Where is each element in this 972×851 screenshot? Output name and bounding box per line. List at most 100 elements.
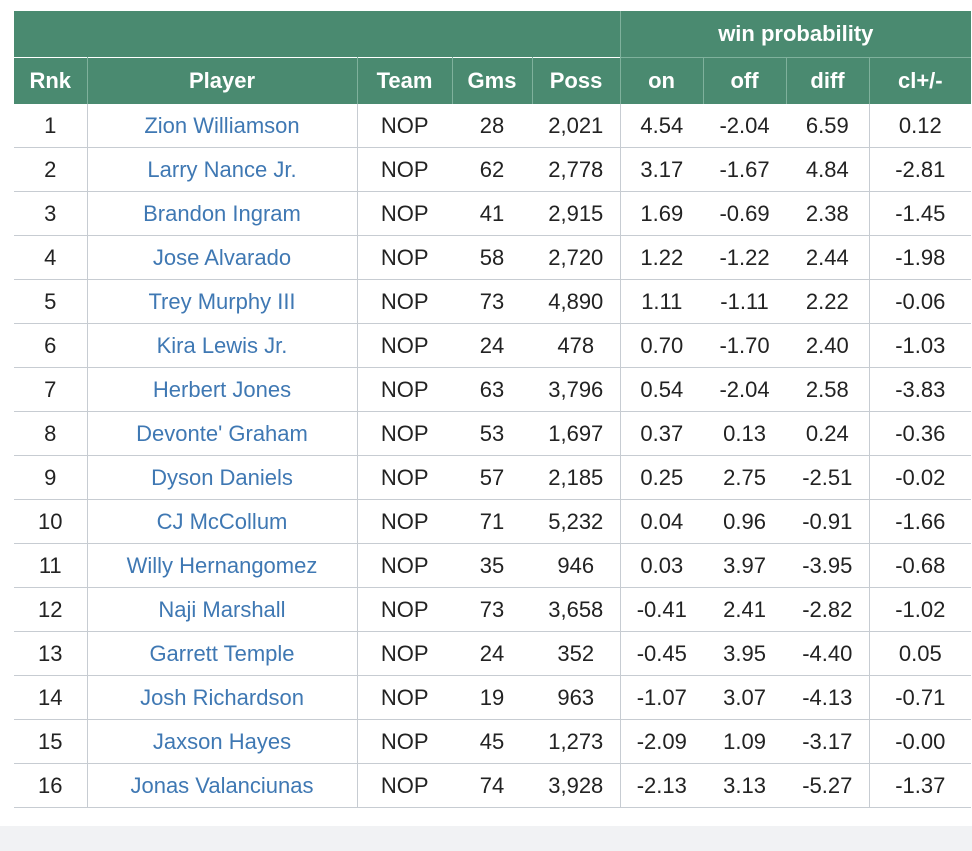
- clutch-plus-minus-cell: -1.37: [869, 763, 972, 808]
- games-cell: 19: [452, 675, 532, 720]
- off-cell: 3.13: [703, 763, 787, 808]
- clutch-plus-minus-cell: -1.98: [869, 235, 972, 280]
- team-cell: NOP: [357, 323, 452, 368]
- possessions-cell: 352: [532, 631, 621, 676]
- games-cell: 24: [452, 631, 532, 676]
- possessions-cell: 478: [532, 323, 621, 368]
- rank-cell: 6: [14, 323, 88, 368]
- games-cell: 62: [452, 147, 532, 192]
- off-cell: -2.04: [703, 104, 787, 148]
- table-row: 9 Dyson Daniels NOP 57 2,185 0.25 2.75 -…: [14, 455, 972, 500]
- off-cell: -1.67: [703, 147, 787, 192]
- player-link[interactable]: Willy Hernangomez: [87, 543, 358, 588]
- games-cell: 41: [452, 191, 532, 236]
- table-row: 6 Kira Lewis Jr. NOP 24 478 0.70 -1.70 2…: [14, 323, 972, 368]
- clutch-plus-minus-cell: -0.00: [869, 719, 972, 764]
- team-cell: NOP: [357, 147, 452, 192]
- possessions-cell: 4,890: [532, 279, 621, 324]
- on-cell: -2.13: [620, 763, 704, 808]
- player-link[interactable]: Jonas Valanciunas: [87, 763, 358, 808]
- player-link[interactable]: Larry Nance Jr.: [87, 147, 358, 192]
- rank-cell: 10: [14, 499, 88, 544]
- on-cell: -2.09: [620, 719, 704, 764]
- rank-cell: 16: [14, 763, 88, 808]
- player-link[interactable]: Herbert Jones: [87, 367, 358, 412]
- clutch-plus-minus-cell: 0.05: [869, 631, 972, 676]
- rank-cell: 9: [14, 455, 88, 500]
- team-cell: NOP: [357, 675, 452, 720]
- team-cell: NOP: [357, 631, 452, 676]
- column-header-on[interactable]: on: [620, 57, 704, 104]
- team-cell: NOP: [357, 455, 452, 500]
- table-row: 15 Jaxson Hayes NOP 45 1,273 -2.09 1.09 …: [14, 719, 972, 764]
- on-cell: 0.70: [620, 323, 704, 368]
- player-link[interactable]: Kira Lewis Jr.: [87, 323, 358, 368]
- on-cell: 0.54: [620, 367, 704, 412]
- player-link[interactable]: Zion Williamson: [87, 104, 358, 148]
- rank-cell: 7: [14, 367, 88, 412]
- column-header-diff[interactable]: diff: [786, 57, 870, 104]
- column-header-team[interactable]: Team: [357, 57, 453, 104]
- possessions-cell: 2,021: [532, 104, 621, 148]
- win-probability-table: win probability Rnk Player Team Gms Poss…: [14, 11, 972, 808]
- column-header-poss[interactable]: Poss: [532, 57, 621, 104]
- diff-cell: 0.24: [786, 411, 870, 456]
- diff-cell: -3.17: [786, 719, 870, 764]
- rank-cell: 14: [14, 675, 88, 720]
- off-cell: 2.75: [703, 455, 787, 500]
- off-cell: -1.70: [703, 323, 787, 368]
- possessions-cell: 946: [532, 543, 621, 588]
- diff-cell: 2.58: [786, 367, 870, 412]
- possessions-cell: 2,915: [532, 191, 621, 236]
- team-cell: NOP: [357, 719, 452, 764]
- clutch-plus-minus-cell: -0.71: [869, 675, 972, 720]
- off-cell: 0.13: [703, 411, 787, 456]
- column-header-gms[interactable]: Gms: [452, 57, 533, 104]
- on-cell: 1.69: [620, 191, 704, 236]
- clutch-plus-minus-cell: -1.03: [869, 323, 972, 368]
- possessions-cell: 5,232: [532, 499, 621, 544]
- column-header-rnk[interactable]: Rnk: [14, 57, 88, 104]
- player-link[interactable]: Josh Richardson: [87, 675, 358, 720]
- diff-cell: 6.59: [786, 104, 870, 148]
- rank-cell: 4: [14, 235, 88, 280]
- on-cell: 0.03: [620, 543, 704, 588]
- player-link[interactable]: Devonte' Graham: [87, 411, 358, 456]
- win-probability-header: win probability: [620, 11, 972, 58]
- possessions-cell: 2,720: [532, 235, 621, 280]
- column-header-player[interactable]: Player: [87, 57, 358, 104]
- team-cell: NOP: [357, 587, 452, 632]
- table-row: 8 Devonte' Graham NOP 53 1,697 0.37 0.13…: [14, 411, 972, 456]
- clutch-plus-minus-cell: -0.68: [869, 543, 972, 588]
- clutch-plus-minus-cell: -0.06: [869, 279, 972, 324]
- team-cell: NOP: [357, 411, 452, 456]
- rank-cell: 11: [14, 543, 88, 588]
- rank-cell: 2: [14, 147, 88, 192]
- player-link[interactable]: Naji Marshall: [87, 587, 358, 632]
- player-link[interactable]: Jaxson Hayes: [87, 719, 358, 764]
- column-header-off[interactable]: off: [703, 57, 787, 104]
- diff-cell: 2.44: [786, 235, 870, 280]
- player-link[interactable]: Trey Murphy III: [87, 279, 358, 324]
- on-cell: 0.37: [620, 411, 704, 456]
- diff-cell: 4.84: [786, 147, 870, 192]
- player-link[interactable]: Jose Alvarado: [87, 235, 358, 280]
- games-cell: 63: [452, 367, 532, 412]
- games-cell: 71: [452, 499, 532, 544]
- player-link[interactable]: Brandon Ingram: [87, 191, 358, 236]
- column-header-row: Rnk Player Team Gms Poss on off diff cl+…: [14, 57, 972, 104]
- table-row: 1 Zion Williamson NOP 28 2,021 4.54 -2.0…: [14, 104, 972, 148]
- off-cell: 3.95: [703, 631, 787, 676]
- games-cell: 74: [452, 763, 532, 808]
- player-link[interactable]: Garrett Temple: [87, 631, 358, 676]
- player-link[interactable]: CJ McCollum: [87, 499, 358, 544]
- rank-cell: 8: [14, 411, 88, 456]
- off-cell: 0.96: [703, 499, 787, 544]
- off-cell: 1.09: [703, 719, 787, 764]
- off-cell: -2.04: [703, 367, 787, 412]
- column-header-cl[interactable]: cl+/-: [869, 57, 972, 104]
- games-cell: 28: [452, 104, 532, 148]
- player-link[interactable]: Dyson Daniels: [87, 455, 358, 500]
- off-cell: -0.69: [703, 191, 787, 236]
- clutch-plus-minus-cell: -1.66: [869, 499, 972, 544]
